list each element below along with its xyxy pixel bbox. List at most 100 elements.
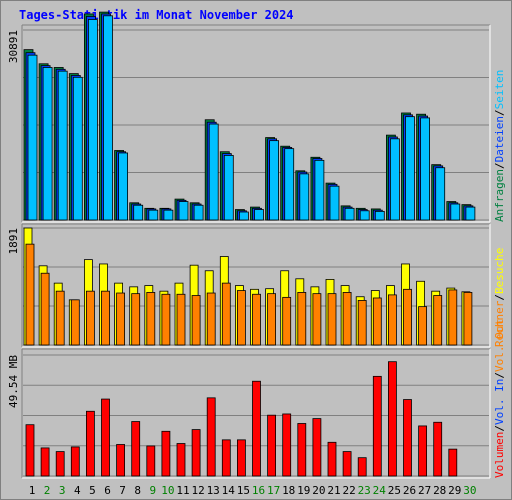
x-tick-label: 13 — [207, 484, 220, 497]
bar-rechner-day-3 — [55, 290, 65, 346]
x-tick-label: 19 — [297, 484, 310, 497]
legend-entry: / — [493, 294, 506, 301]
bar-volumen-day-10 — [161, 430, 171, 477]
bar-seiten-day-18 — [284, 148, 295, 221]
bar-volumen-day-4 — [70, 446, 80, 477]
bar-seiten-day-21 — [329, 185, 340, 221]
panel-3-legend: Volumen/Vol. In/Vol. Out — [493, 319, 506, 478]
x-tick-label: 10 — [161, 484, 174, 497]
bar-seiten-day-7 — [118, 152, 128, 221]
x-tick-label: 5 — [89, 484, 96, 497]
bar-rechner-day-6 — [101, 290, 110, 346]
x-tick-label: 21 — [327, 484, 340, 497]
bar-rechner-day-15 — [236, 290, 246, 346]
x-tick-label: 28 — [433, 484, 446, 497]
legend-entry: Vol. In — [493, 379, 506, 425]
bar-volumen-day-27 — [418, 425, 428, 477]
bar-seiten-day-12 — [193, 204, 204, 221]
bar-seiten-day-20 — [314, 159, 325, 221]
bar-seiten-day-4 — [72, 76, 83, 221]
x-tick-label: 7 — [119, 484, 126, 497]
bar-volumen-day-23 — [357, 457, 367, 477]
x-tick-label: 22 — [342, 484, 355, 497]
legend-entry: Dateien — [493, 116, 506, 162]
bar-rechner-day-16 — [252, 293, 261, 346]
bar-rechner-day-20 — [312, 293, 322, 346]
bar-rechner-day-4 — [70, 299, 80, 346]
bar-volumen-day-16 — [252, 380, 261, 477]
bar-seiten-day-11 — [178, 201, 189, 221]
x-tick-label: 29 — [448, 484, 461, 497]
panel-2-legend: Rechner/Besuche — [493, 248, 506, 347]
bar-volumen-day-11 — [176, 443, 186, 477]
bar-volumen-day-22 — [342, 451, 352, 477]
bar-volumen-day-17 — [267, 414, 277, 477]
bar-volumen-day-24 — [372, 375, 382, 477]
bar-volumen-day-14 — [221, 439, 231, 477]
bar-rechner-day-19 — [297, 292, 307, 346]
x-tick-label: 17 — [267, 484, 280, 497]
legend-entry: Volumen — [493, 432, 506, 478]
bar-volumen-day-13 — [206, 397, 216, 477]
bar-volumen-day-6 — [101, 398, 110, 477]
x-tick-label: 9 — [149, 484, 156, 497]
bar-seiten-day-15 — [238, 211, 249, 221]
bar-volumen-day-2 — [40, 447, 50, 477]
bar-rechner-day-10 — [161, 293, 171, 346]
panel-2-ymax-label: 1891 — [7, 228, 20, 255]
legend-entry: Rechner — [493, 300, 506, 347]
bar-rechner-day-12 — [191, 295, 201, 346]
bar-rechner-day-2 — [40, 272, 50, 346]
bar-seiten-day-2 — [42, 67, 53, 221]
bar-seiten-day-3 — [57, 70, 68, 221]
bar-seiten-day-23 — [359, 210, 370, 221]
x-tick-label: 8 — [134, 484, 141, 497]
bar-seiten-day-29 — [450, 203, 461, 221]
bar-seiten-day-22 — [344, 207, 355, 221]
x-tick-label: 16 — [252, 484, 265, 497]
legend-entry: Seiten — [493, 70, 506, 110]
bar-volumen-day-9 — [146, 445, 156, 477]
bar-rechner-day-11 — [176, 293, 186, 346]
bar-volumen-day-1 — [25, 424, 35, 477]
bar-seiten-day-24 — [374, 210, 385, 221]
bar-rechner-day-9 — [146, 292, 156, 346]
bar-rechner-day-18 — [282, 296, 292, 346]
bar-rechner-day-23 — [357, 300, 367, 346]
bar-seiten-day-27 — [420, 117, 431, 221]
bar-rechner-day-13 — [206, 292, 216, 346]
bar-rechner-day-22 — [342, 292, 352, 346]
x-tick-label: 24 — [373, 484, 387, 497]
bar-rechner-day-24 — [372, 297, 382, 346]
panel-1-ymax-label: 30891 — [7, 30, 20, 63]
panel-1-legend: Anfragen/Dateien/Seiten — [493, 70, 506, 222]
x-tick-label: 15 — [237, 484, 250, 497]
bar-rechner-day-8 — [131, 293, 141, 346]
bar-rechner-day-29 — [448, 289, 458, 346]
legend-entry: / — [493, 425, 506, 432]
bar-seiten-day-25 — [389, 138, 400, 221]
bar-volumen-day-5 — [86, 410, 95, 477]
bar-volumen-day-12 — [191, 429, 201, 477]
bar-seiten-day-26 — [405, 116, 415, 221]
bar-volumen-day-18 — [282, 413, 292, 477]
legend-entry: / — [493, 372, 506, 379]
x-tick-label: 11 — [176, 484, 189, 497]
bar-volumen-day-7 — [116, 444, 125, 477]
bar-volumen-day-8 — [131, 421, 141, 477]
bar-rechner-day-30 — [463, 292, 473, 346]
bar-seiten-day-8 — [133, 204, 144, 221]
bar-volumen-day-20 — [312, 418, 322, 477]
x-tick-label: 4 — [74, 484, 81, 497]
bar-seiten-day-16 — [254, 209, 264, 221]
bar-rechner-day-14 — [221, 282, 231, 346]
bar-volumen-day-29 — [448, 448, 458, 477]
bar-seiten-day-5 — [88, 19, 98, 221]
bar-rechner-day-28 — [433, 295, 443, 346]
bar-seiten-day-14 — [223, 155, 234, 221]
bar-rechner-day-21 — [327, 293, 337, 346]
legend-entry: / — [493, 109, 506, 116]
bar-volumen-day-28 — [433, 421, 443, 477]
bar-volumen-day-3 — [55, 451, 65, 477]
